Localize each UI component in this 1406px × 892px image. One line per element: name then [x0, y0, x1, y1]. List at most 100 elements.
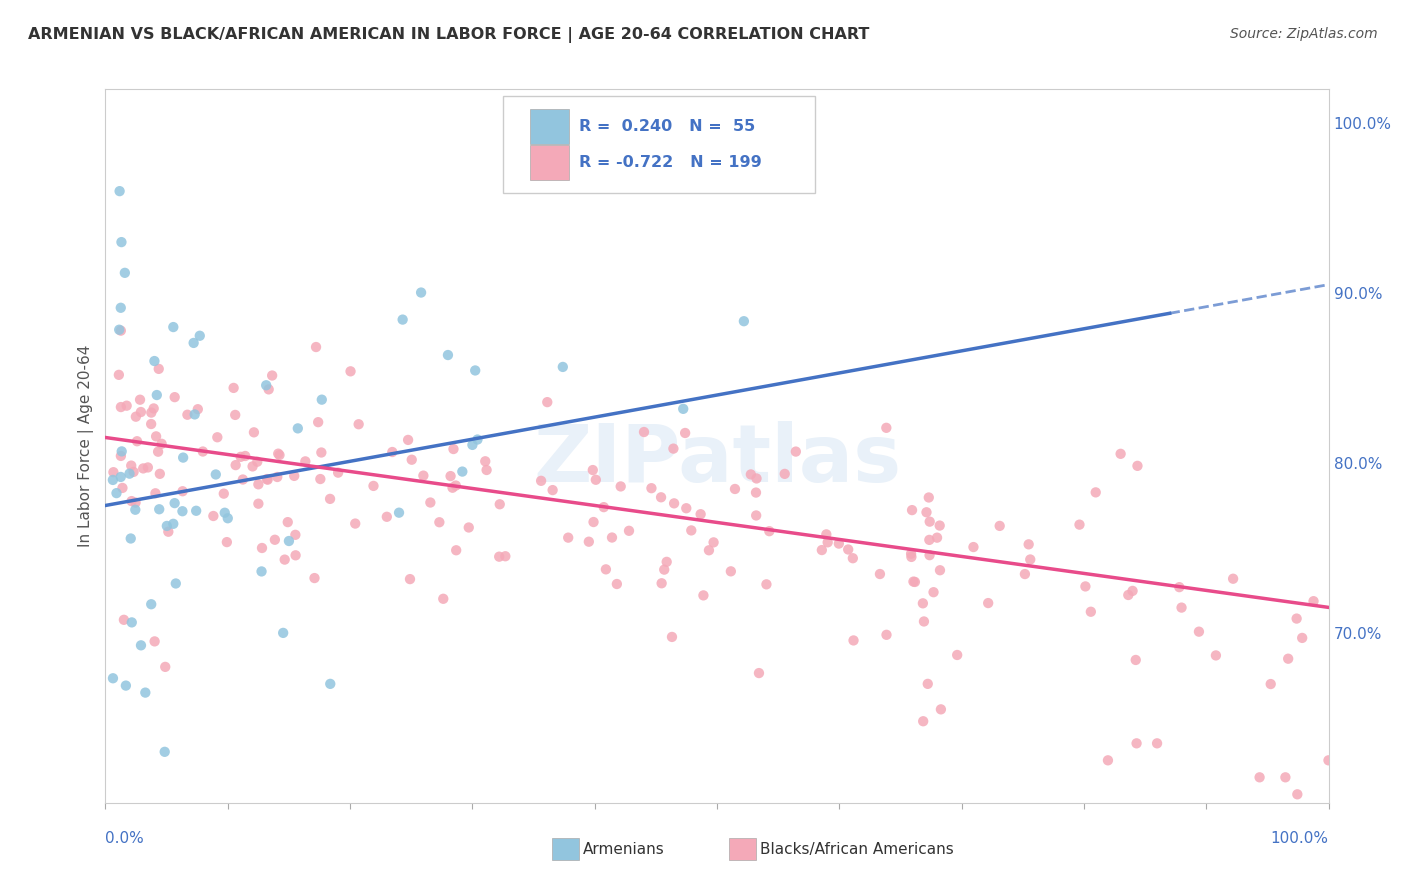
Point [488, 497, 510, 511]
Point [1014, 567, 1036, 582]
Point [287, 421, 309, 435]
Point [650, 491, 672, 505]
Point [912, 615, 935, 629]
Point [922, 585, 945, 599]
Point [419, 495, 441, 509]
Point [141, 417, 163, 431]
Point [271, 626, 294, 640]
Point [1285, 611, 1308, 625]
Point [733, 314, 755, 328]
Point [118, 467, 141, 481]
Point [745, 508, 768, 523]
Point [912, 714, 935, 729]
Point [1074, 579, 1097, 593]
Point [277, 515, 299, 529]
Point [108, 323, 131, 337]
Point [186, 504, 208, 518]
Point [1080, 605, 1102, 619]
Point [103, 465, 125, 479]
Point [536, 395, 558, 409]
Point [640, 481, 662, 495]
Point [900, 549, 922, 564]
Point [145, 486, 167, 500]
Point [143, 354, 166, 368]
Point [474, 454, 496, 468]
Point [437, 348, 460, 362]
Point [163, 390, 186, 404]
Point [1097, 753, 1119, 767]
Point [869, 567, 891, 582]
Point [609, 479, 631, 493]
Point [125, 434, 148, 449]
Text: Armenians: Armenians [582, 842, 664, 856]
Point [110, 400, 132, 414]
Point [585, 473, 607, 487]
Point [110, 324, 132, 338]
Point [162, 320, 184, 334]
Point [176, 408, 198, 422]
Point [748, 666, 770, 681]
Point [101, 473, 124, 487]
Point [651, 576, 673, 591]
Point [962, 540, 984, 554]
Text: 0.0%: 0.0% [105, 831, 145, 847]
Point [155, 660, 177, 674]
Point [929, 563, 952, 577]
Point [269, 448, 291, 462]
Point [444, 543, 467, 558]
Point [606, 577, 628, 591]
Point [1018, 537, 1040, 551]
Point [409, 285, 432, 300]
Point [217, 511, 239, 525]
Point [1286, 787, 1309, 801]
Point [146, 388, 169, 402]
Point [124, 502, 146, 516]
Point [214, 506, 236, 520]
Point [191, 444, 214, 458]
Point [903, 574, 925, 589]
Point [755, 577, 778, 591]
Point [675, 501, 697, 516]
Point [681, 524, 703, 538]
Point [946, 648, 969, 662]
Point [582, 515, 605, 529]
Point [592, 500, 614, 515]
Point [443, 442, 465, 456]
Point [311, 392, 333, 407]
Point [207, 430, 229, 444]
Point [837, 542, 859, 557]
Point [432, 591, 454, 606]
Text: ARMENIAN VS BLACK/AFRICAN AMERICAN IN LABOR FORCE | AGE 20-64 CORRELATION CHART: ARMENIAN VS BLACK/AFRICAN AMERICAN IN LA… [28, 27, 869, 43]
Point [215, 535, 238, 549]
Point [145, 429, 167, 443]
Point [267, 447, 290, 461]
Point [172, 484, 194, 499]
Text: ZIPatlas: ZIPatlas [533, 421, 901, 500]
Bar [530, 110, 569, 144]
Point [149, 467, 172, 481]
Point [494, 549, 516, 564]
Point [1274, 770, 1296, 784]
Point [273, 552, 295, 566]
Point [541, 483, 564, 497]
Point [918, 533, 941, 547]
Point [250, 541, 273, 555]
Point [600, 531, 623, 545]
Point [163, 496, 186, 510]
Point [461, 438, 484, 452]
Point [115, 399, 138, 413]
Point [1205, 648, 1227, 663]
Point [132, 461, 155, 475]
Point [530, 474, 553, 488]
Point [136, 460, 159, 475]
Point [1277, 651, 1299, 665]
Point [1168, 580, 1191, 594]
Point [233, 449, 256, 463]
Point [134, 685, 156, 699]
Point [129, 638, 152, 652]
Point [388, 506, 411, 520]
Point [120, 532, 142, 546]
Point [183, 335, 205, 350]
Point [187, 402, 209, 417]
Point [427, 515, 450, 529]
